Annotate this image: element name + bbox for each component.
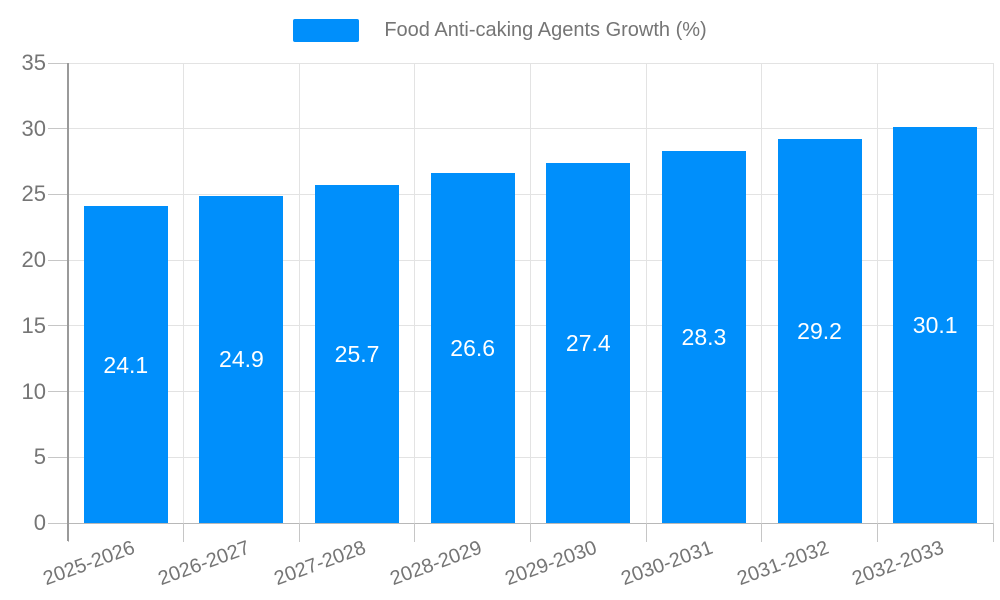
y-axis-label-20: 20 <box>21 247 46 273</box>
x-axis-tick-4 <box>530 523 531 542</box>
x-axis-tick-2 <box>298 523 300 542</box>
bar-value-label-2027-2028: 25.7 <box>334 341 380 368</box>
plot-area: 0 5 10 15 20 25 30 35 24.1 2025-2026 24.9 2026-2027… <box>22 50 994 590</box>
bar-value-label-2030-2031: 28.3 <box>681 324 727 351</box>
y-axis-label-5: 5 <box>33 444 46 470</box>
y-axis-label-10: 10 <box>21 378 46 404</box>
bar-2031-2032 <box>777 139 862 523</box>
y-axis-tick-35 <box>48 62 68 64</box>
v-gridline-1 <box>183 63 185 523</box>
bar-2030-2031 <box>661 151 746 523</box>
bar-value-label-2032-2033: 30.1 <box>912 312 958 339</box>
y-axis-label-25: 25 <box>21 181 46 207</box>
y-axis-label-15: 15 <box>21 312 46 338</box>
x-axis-tick-6 <box>761 523 763 542</box>
y-axis-tick-5 <box>48 456 68 458</box>
bar-2027-2028 <box>315 185 400 523</box>
legend: Food Anti-caking Agents Growth (%) <box>0 19 1000 42</box>
y-axis-tick-15 <box>48 325 68 327</box>
bar-value-label-2031-2032: 29.2 <box>797 318 842 345</box>
v-gridline-7 <box>876 63 878 523</box>
v-gridline-5 <box>645 63 647 523</box>
bar-2025-2026 <box>83 206 168 523</box>
y-axis-tick-10 <box>48 391 68 393</box>
y-axis-tick-20 <box>48 259 68 261</box>
v-gridline-3 <box>414 63 416 523</box>
bar-value-label-2028-2029: 26.6 <box>450 335 496 362</box>
bar-2028-2029 <box>430 173 515 523</box>
x-axis-tick-1 <box>183 523 185 542</box>
legend-swatch <box>293 19 360 42</box>
y-axis-tick-0 <box>48 522 68 524</box>
x-axis-tick-3 <box>414 523 416 542</box>
bar-2026-2027 <box>199 195 284 523</box>
bar-value-label-2026-2027: 24.9 <box>219 346 264 373</box>
v-gridline-6 <box>761 63 763 523</box>
v-gridline-2 <box>298 63 300 523</box>
legend-label: Food Anti-caking Agents Growth (%) <box>384 19 707 41</box>
bar-value-label-2029-2030: 27.4 <box>565 329 611 356</box>
x-axis-tick-5 <box>645 523 647 542</box>
bar-2032-2033 <box>893 127 978 523</box>
bar-value-label-2025-2026: 24.1 <box>103 351 149 378</box>
y-axis-line <box>67 63 69 541</box>
y-axis-label-30: 30 <box>21 115 46 141</box>
x-axis-tick-7 <box>876 523 878 542</box>
v-gridline-4 <box>530 63 531 523</box>
y-axis-tick-30 <box>48 128 68 130</box>
bar-2029-2030 <box>546 162 631 523</box>
y-axis-label-35: 35 <box>21 50 46 75</box>
y-axis-tick-25 <box>48 193 68 195</box>
legend-item[interactable]: Food Anti-caking Agents Growth (%) <box>293 19 707 42</box>
v-gridline-8 <box>992 63 994 523</box>
y-axis-label-0: 0 <box>33 510 46 535</box>
x-axis-tick-8 <box>992 523 994 542</box>
